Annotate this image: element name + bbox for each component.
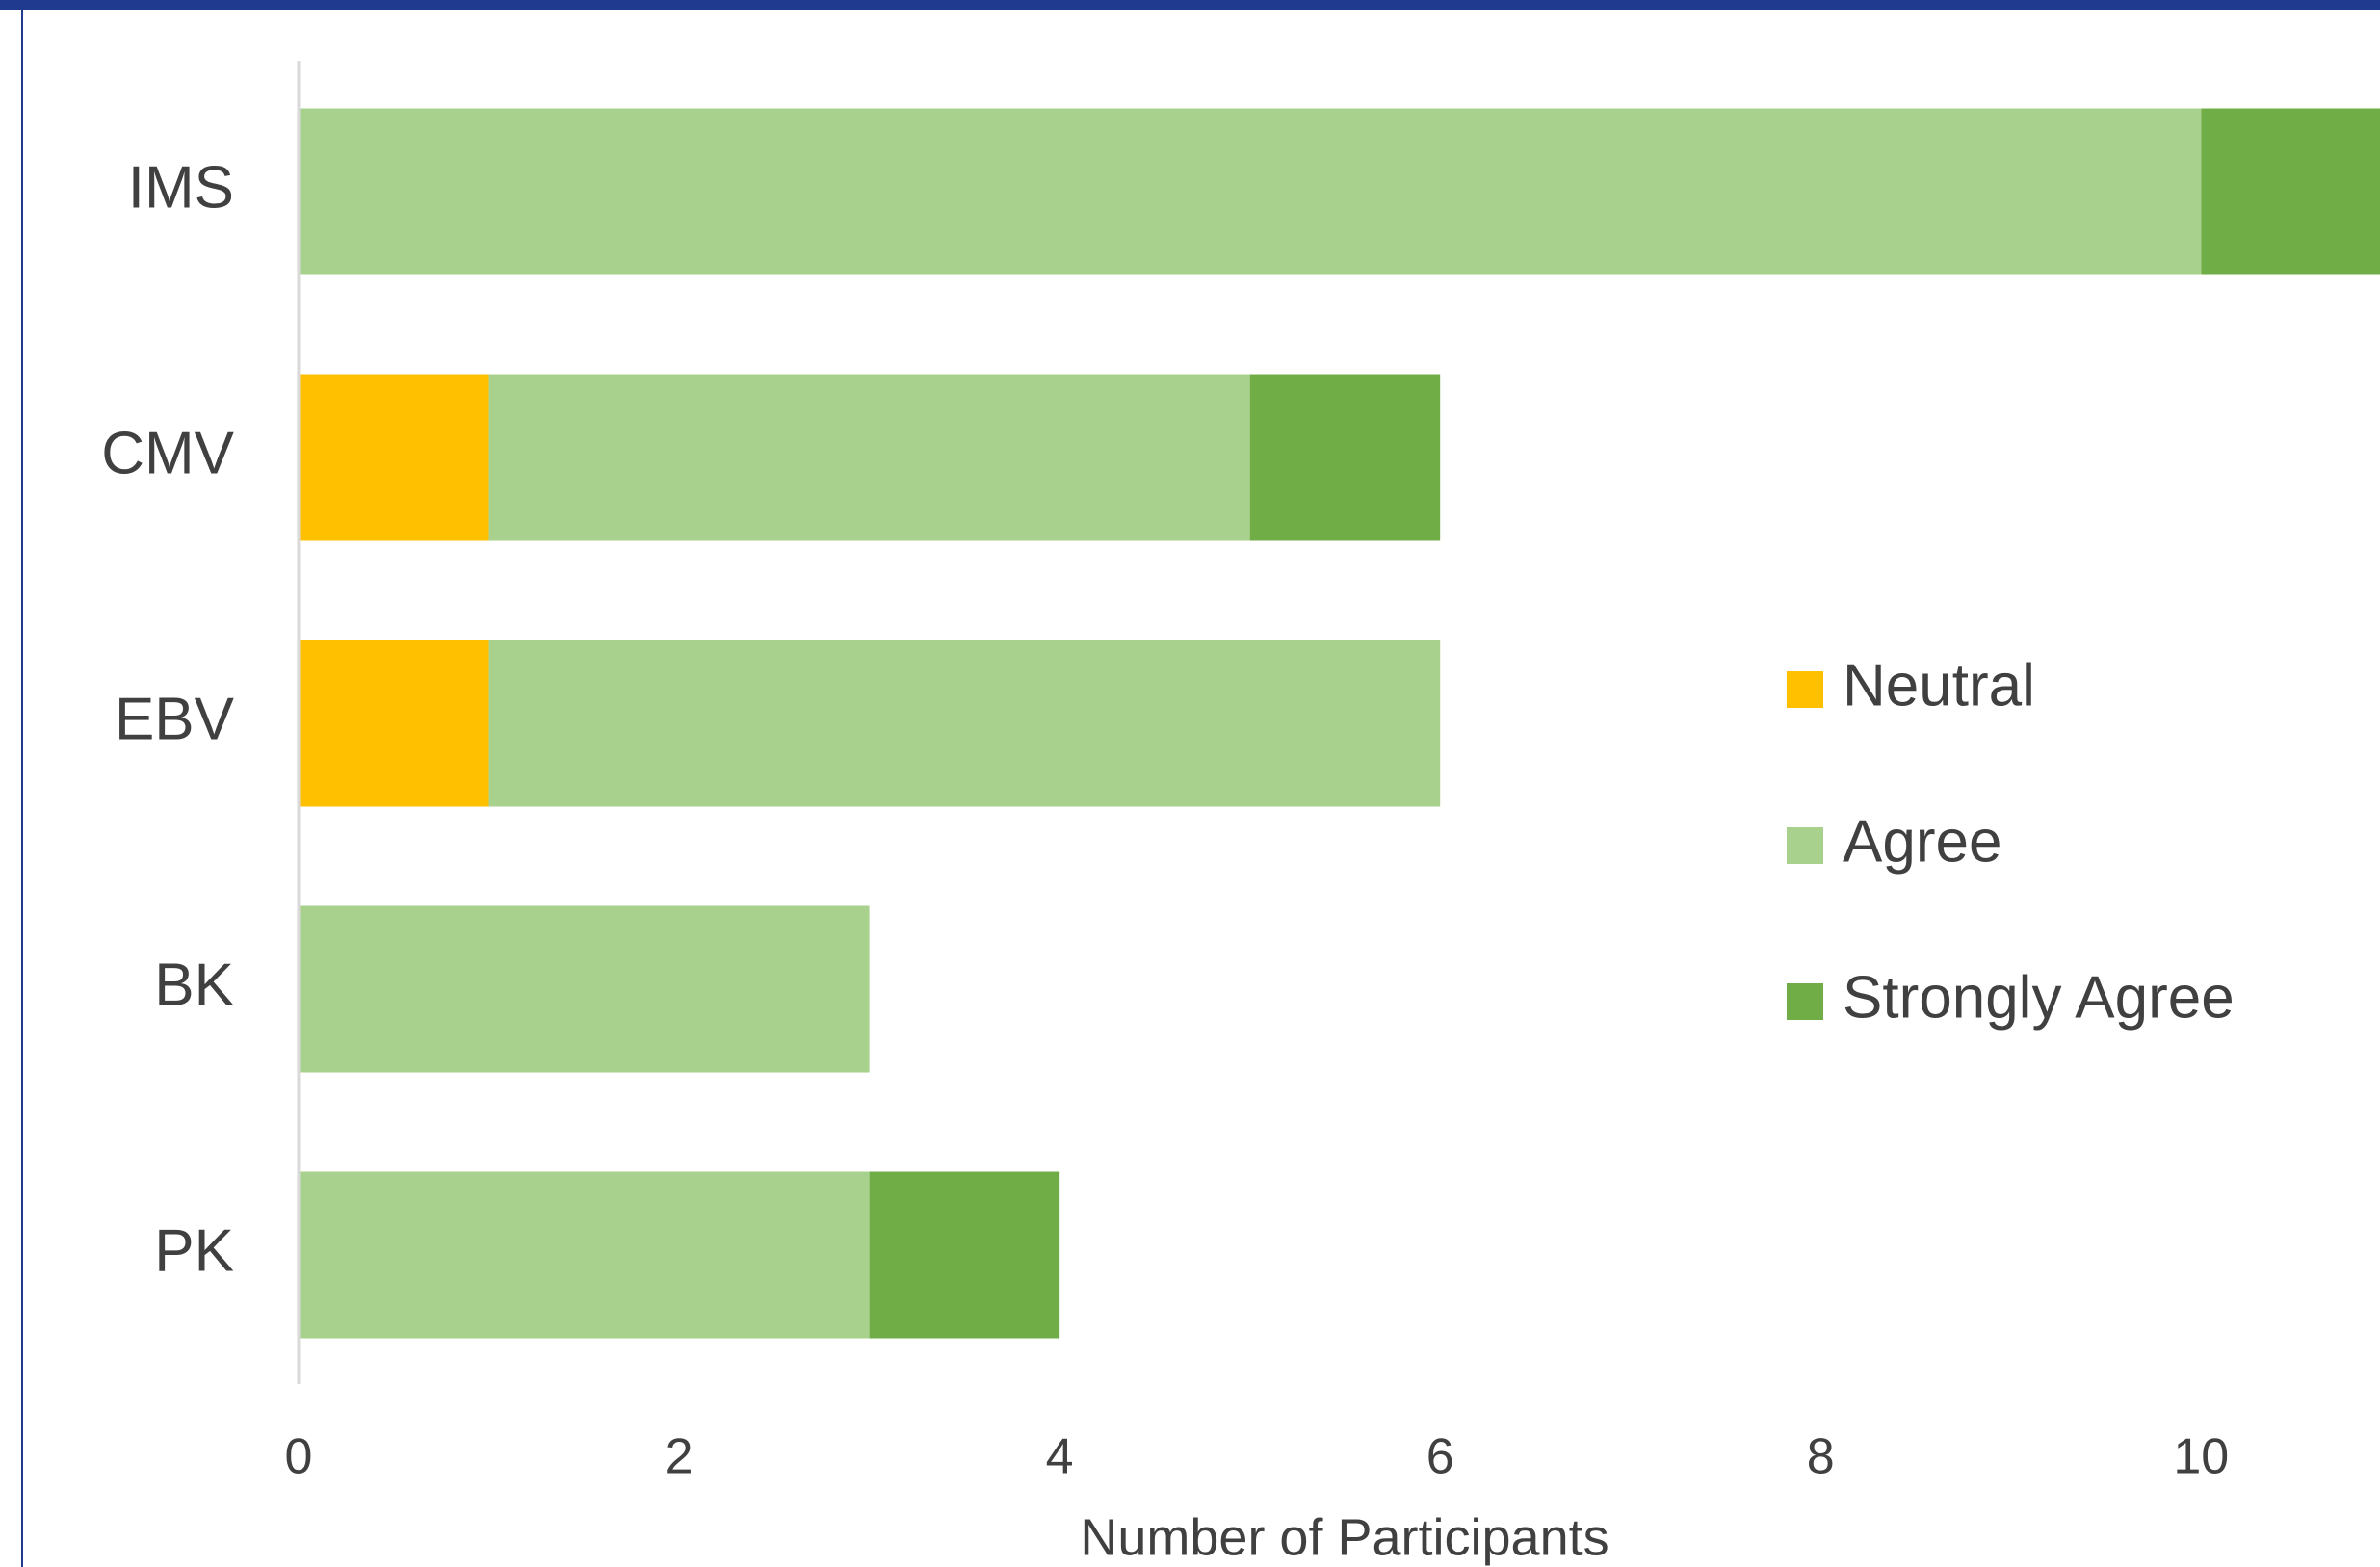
y-tick-label: CMV — [101, 420, 234, 486]
legend-label: Agree — [1843, 808, 2001, 875]
legend-swatch — [1787, 827, 1823, 864]
bar-segment — [299, 374, 489, 541]
x-axis-title: Number of Participants — [1080, 1508, 1608, 1566]
bar-segment — [488, 374, 1250, 541]
bar-segment — [869, 1171, 1060, 1339]
legend-label: Strongly Agree — [1843, 964, 2235, 1031]
x-tick-label: 0 — [285, 1429, 313, 1485]
bar-segment — [1249, 374, 1441, 541]
y-tick-label: BK — [154, 952, 234, 1018]
x-tick-label: 2 — [666, 1429, 693, 1485]
y-tick-label: EBV — [115, 686, 235, 752]
bar-segment — [299, 640, 489, 807]
top-border — [0, 0, 2380, 10]
legend-swatch — [1787, 983, 1823, 1020]
x-tick-label: 10 — [2173, 1429, 2229, 1485]
x-tick-label: 8 — [1807, 1429, 1835, 1485]
plot-area — [299, 108, 2380, 1339]
x-tick-label: 4 — [1046, 1429, 1074, 1485]
bar-segment — [2201, 108, 2380, 275]
bar-segment — [488, 640, 1441, 807]
bar-segment — [299, 108, 2202, 275]
legend-label: Neutral — [1843, 652, 2035, 718]
legend-swatch — [1787, 671, 1823, 708]
y-tick-label: IMS — [128, 154, 234, 221]
bar-segment — [299, 905, 870, 1073]
x-tick-label: 6 — [1426, 1429, 1454, 1485]
y-tick-label: PK — [154, 1217, 234, 1284]
bar-segment — [299, 1171, 870, 1339]
left-border — [21, 10, 23, 1567]
